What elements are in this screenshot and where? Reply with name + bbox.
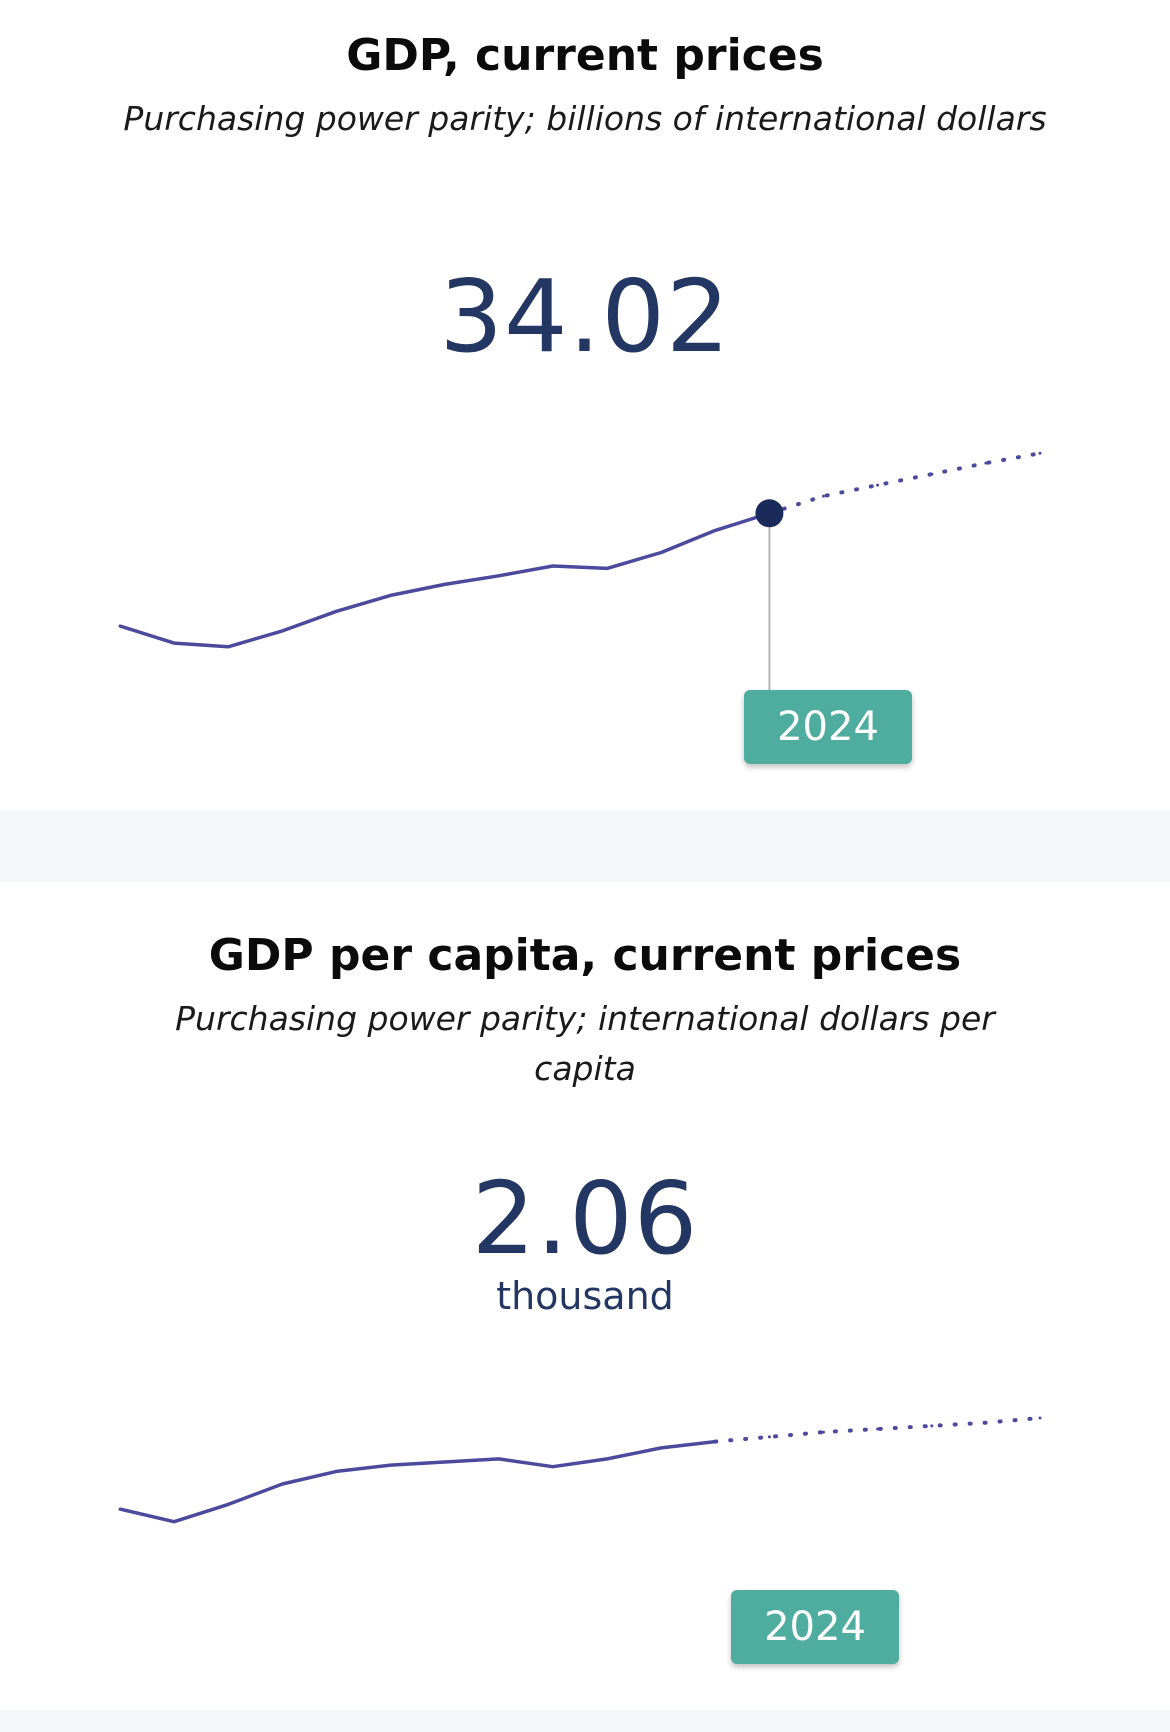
chart-subtitle: Purchasing power parity; international d…	[175, 999, 995, 1088]
data-point-2013[interactable]	[172, 1520, 176, 1524]
data-point-2028[interactable]	[984, 461, 988, 465]
data-point-2021[interactable]	[605, 566, 609, 570]
headline-value: 2.06	[471, 1160, 699, 1277]
data-point-2020[interactable]	[551, 1465, 555, 1469]
headline-value: 34.02	[439, 258, 731, 375]
data-point-2019[interactable]	[497, 574, 501, 578]
gdp-sparkline[interactable]	[0, 430, 1170, 730]
data-point-2014[interactable]	[226, 645, 230, 649]
gdp-per-capita-card: GDP per capita, current prices Purchasin…	[0, 882, 1170, 1710]
year-selector-badge[interactable]: 2024	[731, 1590, 899, 1664]
data-point-2026[interactable]	[876, 483, 880, 487]
data-point-2018[interactable]	[443, 582, 447, 586]
data-point-2018[interactable]	[443, 1460, 447, 1464]
series-line-forecast	[767, 451, 1042, 516]
selected-year-marker[interactable]	[755, 499, 784, 528]
data-point-2023[interactable]	[713, 528, 717, 532]
data-point-2017[interactable]	[389, 1463, 393, 1467]
data-point-2027[interactable]	[930, 472, 934, 476]
card-separator	[0, 1710, 1170, 1732]
data-point-2028[interactable]	[984, 1421, 988, 1425]
chart-subtitle: Purchasing power parity; billions of int…	[123, 99, 1047, 138]
data-point-2019[interactable]	[497, 1457, 501, 1461]
data-point-2012[interactable]	[118, 624, 122, 628]
gdp-card: GDP, current prices Purchasing power par…	[0, 0, 1170, 810]
data-point-2016[interactable]	[335, 609, 338, 613]
year-selector-badge[interactable]: 2024	[744, 690, 912, 764]
data-point-2021[interactable]	[605, 1457, 609, 1461]
data-point-2026[interactable]	[876, 1427, 880, 1431]
data-point-2023[interactable]	[713, 1440, 717, 1444]
data-point-2029[interactable]	[1038, 451, 1042, 455]
data-point-2016[interactable]	[335, 1469, 338, 1473]
gdp-per-capita-sparkline[interactable]	[0, 1352, 1170, 1632]
series-line-actual	[119, 511, 770, 649]
data-point-2017[interactable]	[389, 593, 393, 597]
data-point-2022[interactable]	[659, 1446, 663, 1450]
data-point-2012[interactable]	[118, 1507, 122, 1511]
chart-title: GDP, current prices	[346, 30, 824, 81]
data-point-2024[interactable]	[767, 1435, 771, 1439]
data-point-2025[interactable]	[822, 1430, 825, 1434]
card-separator	[0, 810, 1170, 882]
chart-title: GDP per capita, current prices	[208, 930, 962, 981]
data-point-2025[interactable]	[822, 494, 825, 498]
data-point-2029[interactable]	[1038, 1416, 1042, 1420]
data-point-2015[interactable]	[280, 629, 284, 633]
data-point-2014[interactable]	[226, 1502, 230, 1506]
data-point-2022[interactable]	[659, 551, 663, 554]
data-point-2020[interactable]	[551, 564, 555, 568]
headline-unit: thousand	[496, 1274, 674, 1318]
data-point-2027[interactable]	[930, 1424, 934, 1428]
data-point-2015[interactable]	[280, 1482, 284, 1486]
data-point-2013[interactable]	[172, 641, 176, 645]
series-line-actual	[119, 1439, 716, 1524]
